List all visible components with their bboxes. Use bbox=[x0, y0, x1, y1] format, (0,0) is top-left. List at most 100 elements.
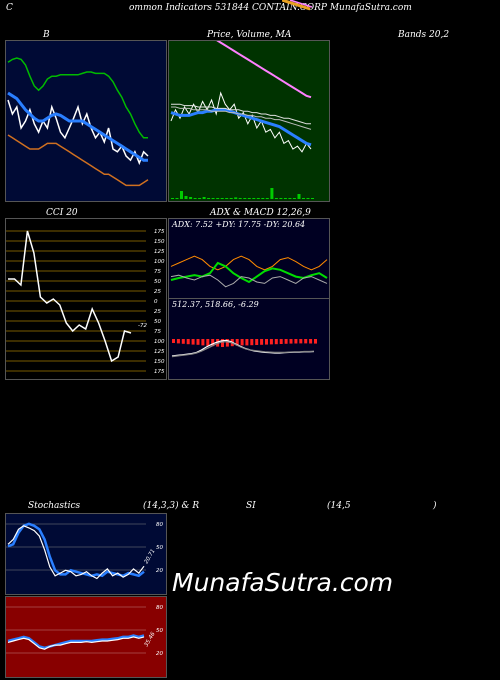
volume-bar bbox=[302, 198, 305, 199]
volume-bar bbox=[256, 198, 260, 199]
macd-histogram-bar bbox=[176, 339, 180, 344]
macd-histogram-bar bbox=[181, 339, 185, 344]
cci-tick-label: 75 bbox=[154, 269, 161, 275]
stochastics-tick-label: 80 bbox=[156, 522, 163, 528]
label-bollinger: B bbox=[43, 30, 50, 40]
header-c: C bbox=[6, 3, 13, 13]
cci-tick-label: 50 bbox=[154, 319, 161, 325]
label-stoch-d: (14,5 bbox=[327, 501, 351, 511]
macd-histogram-bar bbox=[250, 339, 254, 346]
volume-bar bbox=[292, 198, 296, 199]
label-stoch-b: (14,3,3) & R bbox=[143, 501, 200, 511]
stochastics-panel: 80 50 20 20.71 bbox=[5, 513, 167, 595]
cci-tick-label: 125 bbox=[154, 249, 165, 255]
macd-histogram-bar bbox=[172, 339, 175, 343]
cci-chart: 175 150 125 100 75 50 25 0 25 50 75 100 125 150 175 -72 bbox=[6, 229, 165, 375]
macd-histogram-bar bbox=[216, 339, 220, 347]
volume-bar bbox=[279, 198, 283, 199]
macd-histogram-bar bbox=[186, 339, 190, 345]
cci-tick-label: 25 bbox=[154, 309, 161, 315]
macd-histogram-bar bbox=[245, 339, 249, 346]
volume-bar bbox=[270, 188, 274, 199]
cci-tick-label: 175 bbox=[154, 229, 165, 235]
macd-histogram-bar bbox=[221, 339, 224, 347]
chart-title: ommon Indicators 531844 CONTAIN.CORP Mun… bbox=[129, 3, 412, 13]
macd-histogram-bar bbox=[225, 339, 229, 347]
macd-histogram-bar bbox=[265, 339, 268, 345]
cci-tick-label: 125 bbox=[154, 349, 165, 355]
macd-histogram-bar bbox=[201, 339, 205, 346]
stochastics-series-0 bbox=[7, 522, 145, 578]
volume-bar bbox=[288, 198, 292, 199]
volume-bar bbox=[189, 197, 193, 199]
label-cci: CCI 20 bbox=[46, 208, 78, 218]
rsi-tick-label: 20 bbox=[156, 651, 163, 657]
rsi-tick-label: 50 bbox=[156, 628, 163, 634]
macd-histogram-bar bbox=[255, 339, 259, 345]
label-stoch-e: ) bbox=[433, 501, 437, 511]
macd-histogram-bar bbox=[304, 339, 308, 344]
adx-chart bbox=[170, 255, 328, 288]
volume-bar bbox=[202, 197, 206, 199]
macd-histogram-bar bbox=[191, 339, 195, 345]
volume-bar bbox=[238, 198, 242, 199]
adx-series-2 bbox=[170, 274, 328, 288]
macd-histogram-bar bbox=[279, 339, 283, 344]
volume-bar bbox=[247, 198, 251, 199]
macd-histogram-bar bbox=[309, 339, 313, 344]
label-adx: ADX & MACD 12,26,9 bbox=[210, 208, 311, 218]
label-price: Price, Volume, MA bbox=[207, 30, 292, 40]
volume-bar bbox=[220, 198, 224, 199]
volume-bar bbox=[198, 198, 202, 199]
volume-bar bbox=[216, 198, 220, 199]
volume-bar bbox=[261, 198, 265, 199]
rsi-chart: 80 50 20 35.46 bbox=[6, 605, 163, 657]
macd-series-1 bbox=[171, 340, 315, 358]
stochastics-series-1 bbox=[7, 525, 145, 580]
volume-bar bbox=[297, 194, 301, 199]
macd-histogram-bar bbox=[294, 339, 298, 344]
header-accent-line bbox=[282, 0, 312, 11]
volume-bar bbox=[211, 198, 215, 199]
rsi-series-0 bbox=[7, 634, 145, 650]
price-series-4 bbox=[216, 41, 312, 99]
macd-panel: 512.37, 518.66, -6.29 bbox=[168, 298, 330, 380]
cci-tick-label: 75 bbox=[154, 329, 161, 335]
stochastics-tick-label: 20 bbox=[156, 568, 163, 574]
cci-tick-label: 100 bbox=[154, 339, 165, 345]
price-series-3 bbox=[171, 103, 311, 125]
stochastics-chart: 80 50 20 20.71 bbox=[6, 522, 163, 580]
cci-line bbox=[8, 230, 132, 363]
price-series-2 bbox=[171, 106, 312, 130]
macd-histogram-bar bbox=[274, 339, 278, 345]
macd-histogram-bar bbox=[284, 339, 288, 344]
cci-tick-label: 150 bbox=[154, 359, 165, 365]
volume-bar bbox=[243, 198, 247, 199]
adx-series-0 bbox=[170, 255, 328, 271]
stochastics-value-label: 20.71 bbox=[144, 548, 157, 565]
rsi-panel: 80 50 20 35.46 bbox=[5, 596, 167, 678]
bollinger-series-3 bbox=[7, 134, 149, 187]
volume-bar bbox=[229, 198, 233, 199]
price-volume-chart bbox=[170, 41, 314, 199]
macd-histogram-bar bbox=[206, 339, 210, 346]
volume-bar bbox=[207, 198, 211, 199]
macd-histogram-bar bbox=[269, 339, 273, 345]
adx-series-1 bbox=[170, 261, 328, 284]
bollinger-series-1 bbox=[7, 91, 148, 162]
volume-bar bbox=[180, 191, 183, 199]
volume-bar bbox=[274, 198, 278, 199]
rsi-value-label: 35.46 bbox=[144, 631, 157, 648]
cci-tick-label: 175 bbox=[154, 369, 165, 375]
macd-histogram-bar bbox=[240, 339, 244, 346]
stochastics-tick-label: 50 bbox=[156, 545, 163, 551]
adx-header: ADX: 7.52 +DY: 17.75 -DY: 20.64 bbox=[172, 220, 306, 229]
cci-tick-label: 50 bbox=[154, 279, 161, 285]
cci-tick-label: 0 bbox=[154, 299, 158, 305]
cci-value-label: -72 bbox=[138, 323, 147, 329]
volume-bar bbox=[225, 198, 229, 199]
cci-panel: 175 150 125 100 75 50 25 0 25 50 75 100 125 150 175 -72 bbox=[5, 218, 167, 380]
macd-histogram-bar bbox=[299, 339, 303, 344]
volume-bar bbox=[193, 198, 197, 199]
macd-chart bbox=[171, 339, 317, 358]
